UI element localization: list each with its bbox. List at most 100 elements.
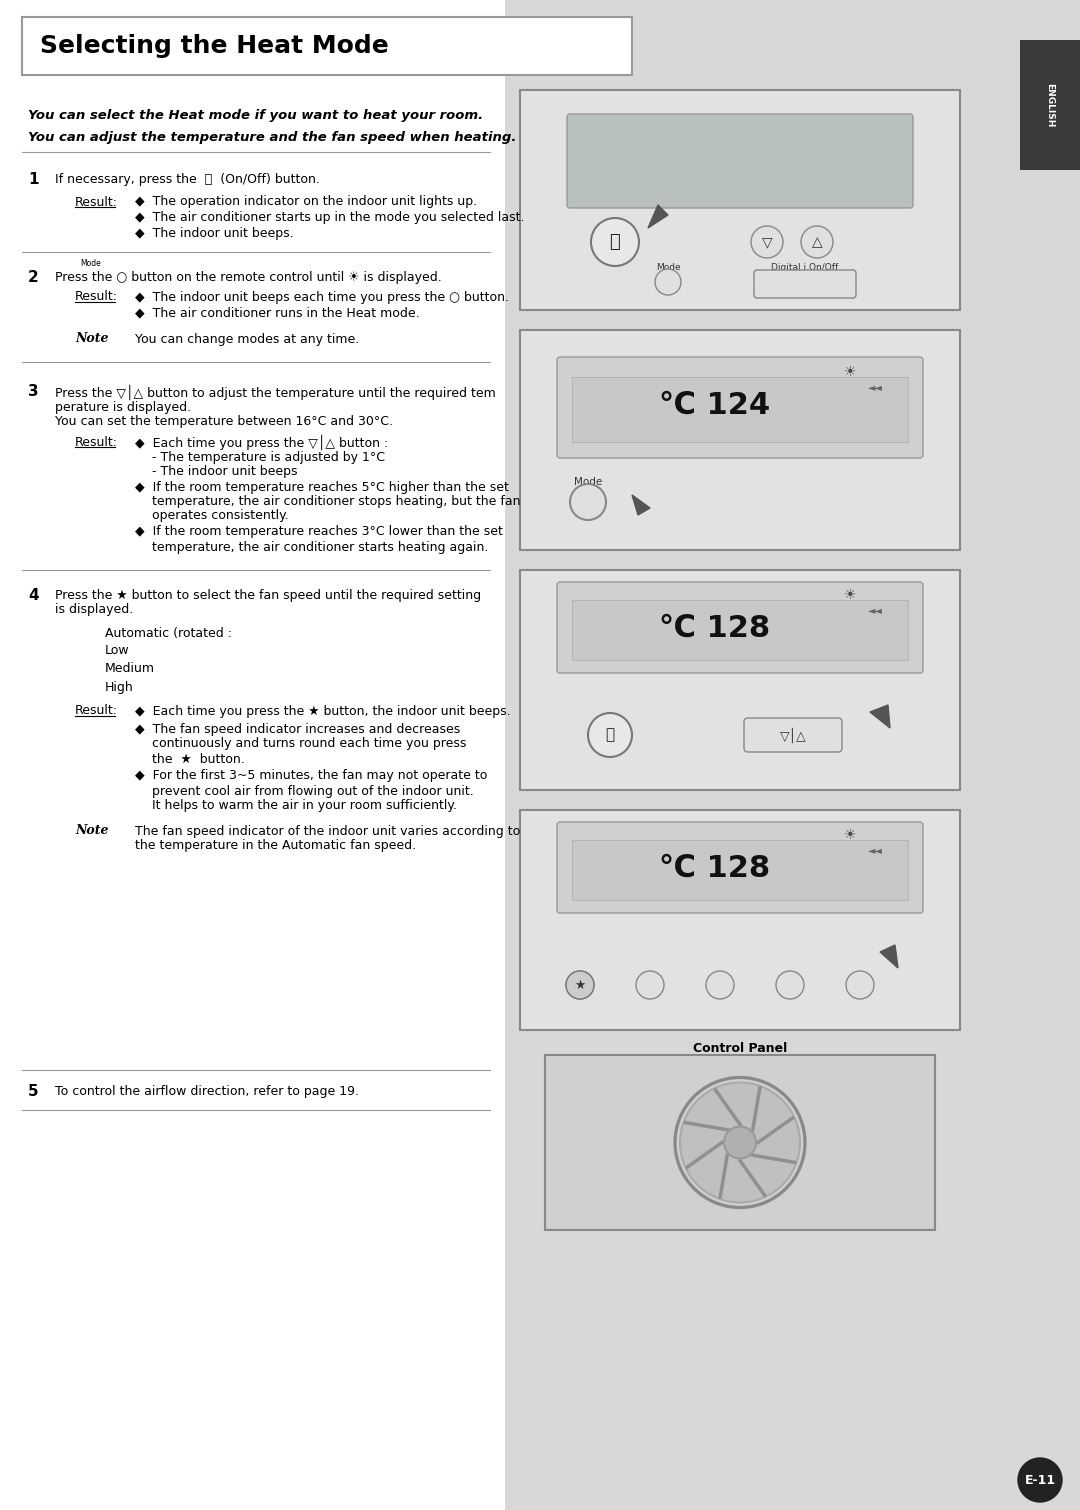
Text: Medium: Medium <box>105 663 156 675</box>
Circle shape <box>1018 1459 1062 1502</box>
Text: ◆  The indoor unit beeps each time you press the ○ button.: ◆ The indoor unit beeps each time you pr… <box>135 290 509 304</box>
Text: Result:: Result: <box>75 705 118 717</box>
Text: ☀: ☀ <box>843 365 856 379</box>
Text: Result:: Result: <box>75 195 118 208</box>
Text: ☀: ☀ <box>843 827 856 843</box>
Text: ◆  If the room temperature reaches 3°C lower than the set: ◆ If the room temperature reaches 3°C lo… <box>135 525 503 539</box>
Circle shape <box>751 226 783 258</box>
Text: ℃ 128: ℃ 128 <box>660 853 770 882</box>
Text: ◆  Each time you press the ★ button, the indoor unit beeps.: ◆ Each time you press the ★ button, the … <box>135 705 511 717</box>
Polygon shape <box>648 205 669 228</box>
Polygon shape <box>880 945 897 968</box>
FancyBboxPatch shape <box>0 0 505 1510</box>
Text: △: △ <box>812 236 822 249</box>
Circle shape <box>801 226 833 258</box>
FancyBboxPatch shape <box>567 113 913 208</box>
FancyBboxPatch shape <box>744 717 842 752</box>
Text: Press the ★ button to select the fan speed until the required setting: Press the ★ button to select the fan spe… <box>55 589 481 601</box>
Circle shape <box>591 217 639 266</box>
Text: Control Panel: Control Panel <box>693 1042 787 1054</box>
Text: operates consistently.: operates consistently. <box>152 509 288 522</box>
FancyBboxPatch shape <box>557 581 923 673</box>
Text: prevent cool air from flowing out of the indoor unit.: prevent cool air from flowing out of the… <box>152 785 474 797</box>
FancyBboxPatch shape <box>519 569 960 790</box>
Text: the temperature in the Automatic fan speed.: the temperature in the Automatic fan spe… <box>135 840 416 853</box>
Text: 3: 3 <box>28 385 39 400</box>
Text: 5: 5 <box>28 1084 39 1099</box>
Circle shape <box>566 971 594 1000</box>
Text: perature is displayed.: perature is displayed. <box>55 400 191 414</box>
Text: E-11: E-11 <box>1025 1474 1055 1486</box>
Text: ★: ★ <box>575 978 585 992</box>
Text: ⏻: ⏻ <box>609 233 620 251</box>
Text: ◆  For the first 3~5 minutes, the fan may not operate to: ◆ For the first 3~5 minutes, the fan may… <box>135 770 487 782</box>
FancyBboxPatch shape <box>572 599 908 660</box>
Text: ⏻: ⏻ <box>606 728 615 743</box>
Text: ▽: ▽ <box>761 236 772 249</box>
Text: High: High <box>105 681 134 693</box>
FancyBboxPatch shape <box>557 821 923 914</box>
Text: ◆  The fan speed indicator increases and decreases: ◆ The fan speed indicator increases and … <box>135 722 460 735</box>
Circle shape <box>706 971 734 1000</box>
Text: Press the ▽│△ button to adjust the temperature until the required tem: Press the ▽│△ button to adjust the tempe… <box>55 384 496 400</box>
Circle shape <box>636 971 664 1000</box>
FancyBboxPatch shape <box>1020 39 1080 171</box>
Circle shape <box>846 971 874 1000</box>
Text: continuously and turns round each time you press: continuously and turns round each time y… <box>152 737 467 750</box>
Text: To control the airflow direction, refer to page 19.: To control the airflow direction, refer … <box>55 1086 359 1098</box>
Text: ◆  The indoor unit beeps.: ◆ The indoor unit beeps. <box>135 228 294 240</box>
Text: 2: 2 <box>28 269 39 284</box>
Text: You can adjust the temperature and the fan speed when heating.: You can adjust the temperature and the f… <box>28 130 516 143</box>
Text: Result:: Result: <box>75 290 118 304</box>
Text: temperature, the air conditioner stops heating, but the fan: temperature, the air conditioner stops h… <box>152 495 521 509</box>
FancyBboxPatch shape <box>572 840 908 900</box>
Text: Automatic (rotated :: Automatic (rotated : <box>105 627 232 640</box>
Text: ◄◄: ◄◄ <box>867 382 882 393</box>
Text: Selecting the Heat Mode: Selecting the Heat Mode <box>40 35 389 57</box>
FancyBboxPatch shape <box>572 378 908 442</box>
Text: It helps to warm the air in your room sufficiently.: It helps to warm the air in your room su… <box>152 799 457 812</box>
Circle shape <box>724 1126 756 1158</box>
Text: Digital i On/Off: Digital i On/Off <box>771 264 839 272</box>
Circle shape <box>777 971 804 1000</box>
Text: is displayed.: is displayed. <box>55 604 133 616</box>
Circle shape <box>588 713 632 757</box>
FancyBboxPatch shape <box>545 1055 935 1231</box>
Text: ◆  The operation indicator on the indoor unit lights up.: ◆ The operation indicator on the indoor … <box>135 195 477 208</box>
Text: ℃ 124: ℃ 124 <box>660 391 770 420</box>
FancyBboxPatch shape <box>754 270 856 297</box>
Text: - The temperature is adjusted by 1°C: - The temperature is adjusted by 1°C <box>152 450 384 464</box>
Text: The fan speed indicator of the indoor unit varies according to: The fan speed indicator of the indoor un… <box>135 824 521 838</box>
Text: ▽│△: ▽│△ <box>780 728 807 743</box>
Text: ◄◄: ◄◄ <box>867 846 882 855</box>
Circle shape <box>570 485 606 519</box>
Text: ☀: ☀ <box>843 587 856 602</box>
Text: - The indoor unit beeps: - The indoor unit beeps <box>152 465 297 477</box>
Text: 1: 1 <box>28 172 39 187</box>
Text: Note: Note <box>75 332 108 346</box>
Text: You can set the temperature between 16°C and 30°C.: You can set the temperature between 16°C… <box>55 415 393 429</box>
FancyBboxPatch shape <box>519 91 960 310</box>
Text: You can change modes at any time.: You can change modes at any time. <box>135 332 360 346</box>
Text: ℃ 128: ℃ 128 <box>660 613 770 642</box>
Text: Mode: Mode <box>573 477 603 488</box>
Polygon shape <box>870 705 890 728</box>
Text: 4: 4 <box>28 587 39 602</box>
Text: ENGLISH: ENGLISH <box>1045 83 1054 127</box>
Text: the  ★  button.: the ★ button. <box>152 752 245 766</box>
Text: temperature, the air conditioner starts heating again.: temperature, the air conditioner starts … <box>152 541 488 554</box>
Text: ◆  Each time you press the ▽│△ button :: ◆ Each time you press the ▽│△ button : <box>135 435 388 450</box>
Circle shape <box>680 1083 800 1202</box>
Text: If necessary, press the  ⓘ  (On/Off) button.: If necessary, press the ⓘ (On/Off) butto… <box>55 174 320 187</box>
Text: Press the ○ button on the remote control until ☀ is displayed.: Press the ○ button on the remote control… <box>55 270 442 284</box>
FancyBboxPatch shape <box>505 0 1080 1510</box>
FancyBboxPatch shape <box>557 356 923 458</box>
Polygon shape <box>632 495 650 515</box>
FancyBboxPatch shape <box>519 331 960 550</box>
Text: ◆  The air conditioner runs in the Heat mode.: ◆ The air conditioner runs in the Heat m… <box>135 307 420 320</box>
Text: ◆  If the room temperature reaches 5°C higher than the set: ◆ If the room temperature reaches 5°C hi… <box>135 480 509 494</box>
Text: Mode: Mode <box>80 258 100 267</box>
Circle shape <box>566 971 594 1000</box>
Circle shape <box>654 269 681 294</box>
Text: Note: Note <box>75 824 108 838</box>
